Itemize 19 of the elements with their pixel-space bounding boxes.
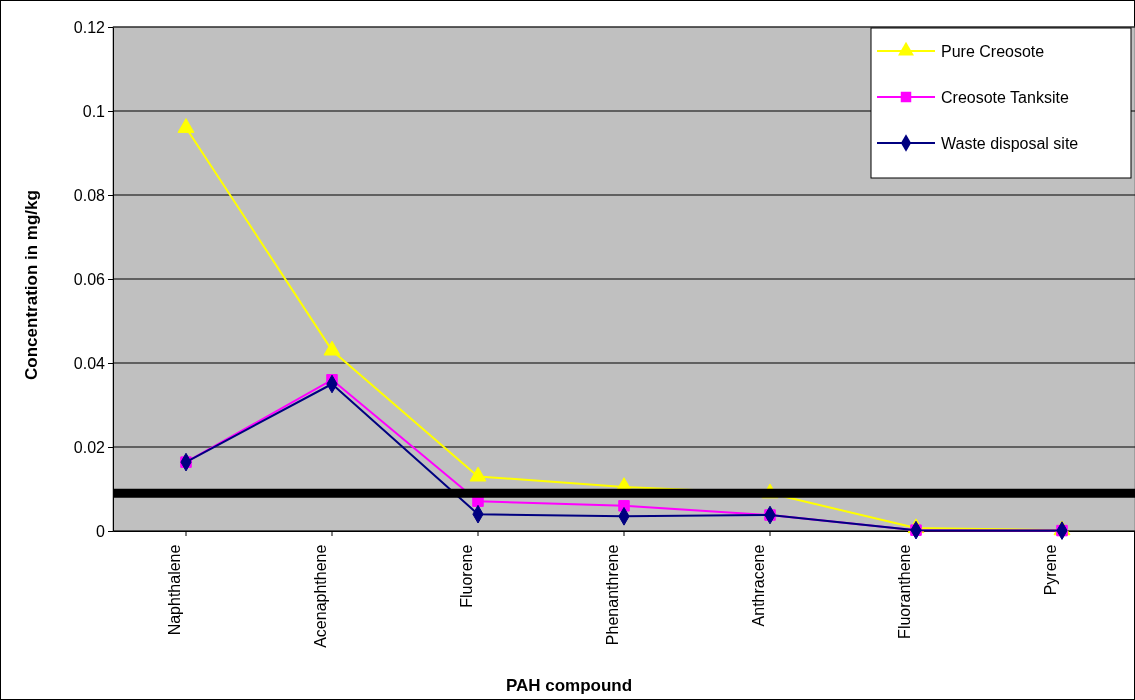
x-tick-label: Pyrene (1041, 544, 1059, 596)
x-tick-label: Phenanthrene (603, 544, 621, 646)
x-axis-title: PAH compound (505, 676, 633, 695)
x-tick-label: Fluoranthene (895, 544, 913, 639)
x-tick-label: Acenaphthene (311, 544, 329, 648)
legend-label: Creosote Tanksite (941, 89, 1069, 106)
y-tick-label: 0.02 (73, 438, 106, 456)
y-tick-label: 0.1 (82, 102, 106, 120)
x-tick-label: Fluorene (457, 544, 475, 608)
y-axis-title: Concentration in mg/kg (22, 190, 41, 380)
legend-label: Pure Creosote (941, 43, 1045, 60)
y-tick-label: 0.06 (73, 270, 106, 288)
y-tick-label: 0.04 (73, 354, 106, 372)
x-tick-label: Anthracene (749, 544, 767, 627)
y-tick-label: 0 (96, 522, 106, 540)
x-tick-label: Naphthalene (165, 544, 183, 636)
legend-label: Waste disposal site (941, 135, 1079, 152)
y-tick-label: 0.12 (73, 18, 106, 36)
y-tick-label: 0.08 (73, 186, 106, 204)
